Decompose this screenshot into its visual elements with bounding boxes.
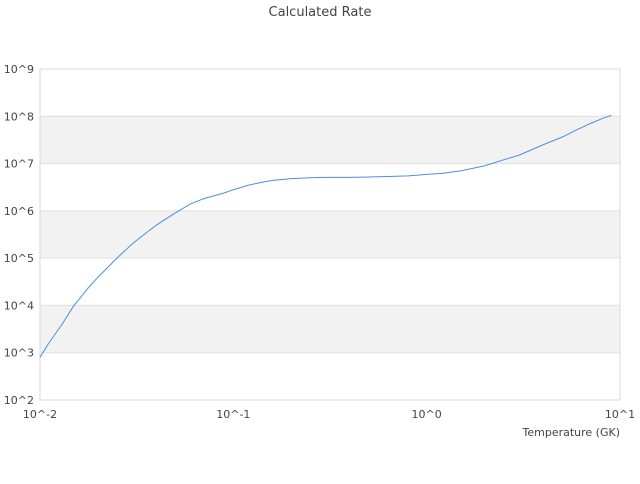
y-axis-ticks: 10^2 10^3 10^4 10^5 10^6 10^7 10^8 10^9: [4, 63, 34, 407]
gridlines: [40, 68, 620, 401]
series-line: [39, 114, 612, 358]
y-tick-label: 10^3: [4, 347, 34, 360]
x-tick-label: 10^1: [605, 408, 635, 421]
x-tick-label: 10^0: [412, 408, 442, 421]
x-axis-ticks: 10^-2 10^-1 10^0 10^1: [23, 408, 635, 421]
series-group: [39, 114, 612, 358]
grid-band: [40, 210, 620, 259]
y-tick-label: 10^5: [4, 252, 34, 265]
plot-frame: [39, 68, 621, 401]
y-tick-label: 10^9: [4, 63, 34, 76]
x-tick-label: 10^-1: [216, 408, 250, 421]
grid-band: [40, 305, 620, 353]
x-tick-label: 10^-2: [23, 408, 57, 421]
grid-band: [40, 116, 620, 164]
y-tick-label: 10^7: [4, 158, 34, 171]
y-tick-label: 10^8: [4, 110, 34, 123]
x-axis-label: Temperature (GK): [522, 426, 621, 439]
y-tick-label: 10^2: [4, 394, 34, 407]
chart-title: Calculated Rate: [269, 5, 372, 20]
grid-bands: [40, 116, 620, 353]
y-tick-label: 10^4: [4, 299, 34, 312]
y-tick-label: 10^6: [4, 205, 34, 218]
